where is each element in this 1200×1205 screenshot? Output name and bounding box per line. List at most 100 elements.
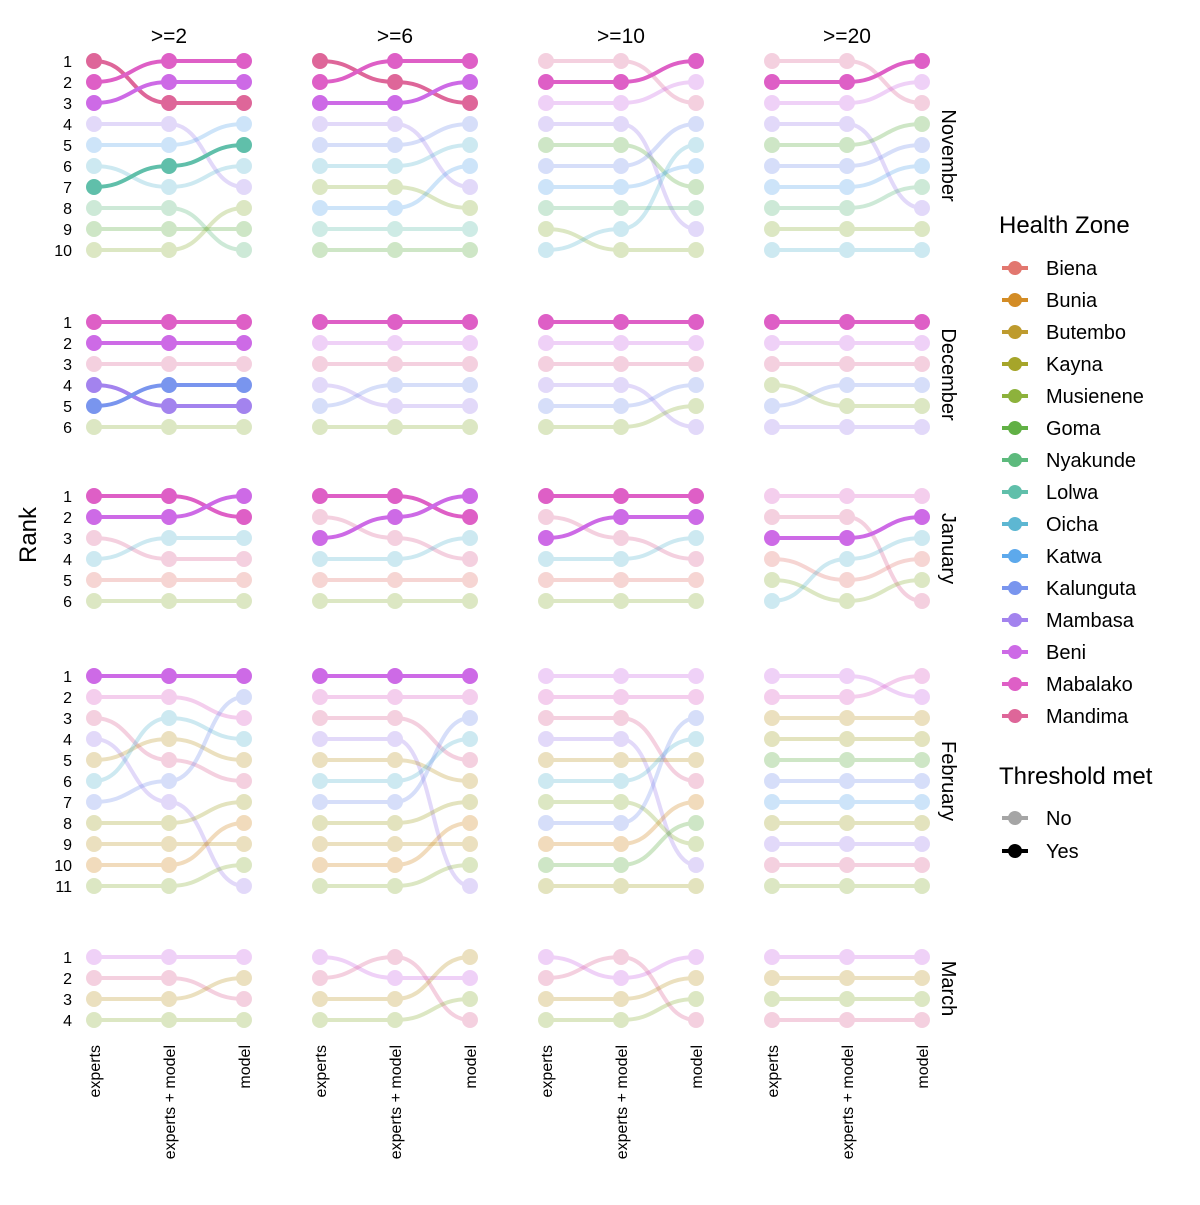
series-point xyxy=(86,593,102,609)
series-point xyxy=(764,200,780,216)
y-tick-label: 5 xyxy=(63,753,72,770)
series-line xyxy=(92,205,246,252)
series-point xyxy=(462,335,478,351)
series-point xyxy=(312,949,328,965)
series-point xyxy=(387,836,403,852)
y-tick-label: 5 xyxy=(63,399,72,416)
series-line xyxy=(318,757,472,783)
series-line xyxy=(770,536,924,603)
series-point xyxy=(914,970,930,986)
series-point xyxy=(387,221,403,237)
series-point xyxy=(387,335,403,351)
y-tick-label: 3 xyxy=(63,531,72,548)
series-point xyxy=(387,398,403,414)
series-point xyxy=(914,488,930,504)
series-point xyxy=(462,970,478,986)
series-line xyxy=(544,736,698,867)
series-mambasa xyxy=(538,116,704,237)
legend-key-point xyxy=(1008,811,1022,825)
legend-item: Butembo xyxy=(1002,322,1126,344)
series-point xyxy=(387,689,403,705)
series-point xyxy=(613,752,629,768)
series-point xyxy=(462,551,478,567)
legend-key-point xyxy=(1008,581,1022,595)
series-point xyxy=(86,242,102,258)
series-point xyxy=(312,530,328,546)
series-point xyxy=(839,949,855,965)
series-musienene xyxy=(764,572,930,609)
series-point xyxy=(914,377,930,393)
series-point xyxy=(236,773,252,789)
series-beni xyxy=(764,509,930,546)
series-mandima xyxy=(538,53,704,111)
series-mambasa xyxy=(86,116,252,195)
series-point xyxy=(613,377,629,393)
series-line xyxy=(770,673,924,699)
series-point xyxy=(86,530,102,546)
series-point xyxy=(312,116,328,132)
series-point xyxy=(161,836,177,852)
series-musienene xyxy=(312,857,478,894)
series-point xyxy=(839,815,855,831)
panel-november-gte2 xyxy=(86,53,252,258)
x-tick-label: experts xyxy=(87,1045,104,1097)
series-point xyxy=(613,815,629,831)
y-tick-label: 6 xyxy=(63,159,72,176)
series-point xyxy=(914,773,930,789)
series-point xyxy=(538,593,554,609)
series-musienene xyxy=(86,419,252,435)
series-point xyxy=(236,398,252,414)
series-point xyxy=(688,991,704,1007)
series-line xyxy=(544,737,698,784)
series-point xyxy=(312,398,328,414)
series-oicha xyxy=(86,158,252,195)
series-point xyxy=(462,1012,478,1028)
series-point xyxy=(538,551,554,567)
series-point xyxy=(613,179,629,195)
panel-november-gte10 xyxy=(538,53,704,258)
series-beni xyxy=(764,949,930,965)
series-line xyxy=(92,715,246,783)
series-point xyxy=(914,179,930,195)
series-point xyxy=(764,836,780,852)
series-oicha xyxy=(764,242,930,258)
series-point xyxy=(86,335,102,351)
series-point xyxy=(387,356,403,372)
series-point xyxy=(161,991,177,1007)
series-musienene xyxy=(538,991,704,1028)
series-point xyxy=(914,593,930,609)
series-point xyxy=(236,158,252,174)
series-point xyxy=(538,752,554,768)
series-point xyxy=(86,398,102,414)
series-point xyxy=(764,53,780,69)
series-point xyxy=(86,991,102,1007)
series-point xyxy=(764,158,780,174)
series-point xyxy=(387,488,403,504)
series-line xyxy=(318,515,472,561)
series-point xyxy=(161,356,177,372)
series-point xyxy=(538,773,554,789)
series-point xyxy=(613,356,629,372)
series-point xyxy=(236,179,252,195)
series-point xyxy=(462,794,478,810)
series-point xyxy=(538,530,554,546)
series-mandima xyxy=(86,356,252,372)
series-point xyxy=(914,356,930,372)
series-point xyxy=(86,668,102,684)
column-facet-label: >=2 xyxy=(151,25,187,48)
series-point xyxy=(613,137,629,153)
series-nyakunde xyxy=(86,200,252,258)
legend-item: Bunia xyxy=(1002,290,1098,312)
legend-label: Mandima xyxy=(1046,706,1129,728)
series-point xyxy=(161,949,177,965)
series-point xyxy=(387,878,403,894)
series-oicha xyxy=(86,530,252,567)
series-line xyxy=(544,536,698,561)
series-point xyxy=(236,991,252,1007)
series-point xyxy=(538,314,554,330)
series-point xyxy=(688,74,704,90)
legend-key-point xyxy=(1008,261,1022,275)
series-point xyxy=(86,74,102,90)
series-biena xyxy=(86,572,252,588)
legend-label: No xyxy=(1046,808,1072,830)
